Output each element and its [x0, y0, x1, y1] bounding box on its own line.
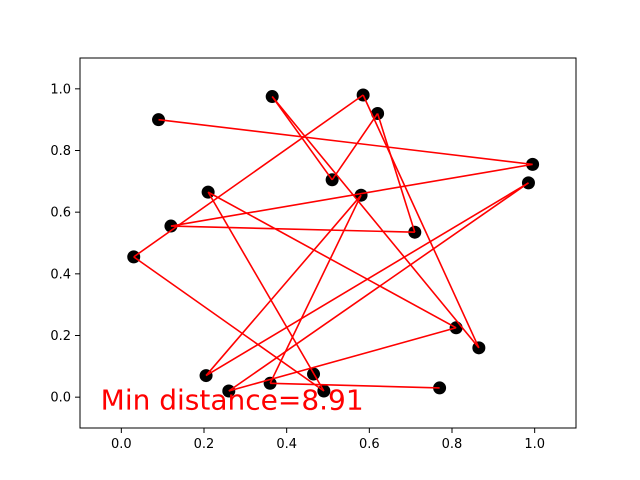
- y-tick-label: 0.8: [50, 144, 71, 159]
- route-segment: [158, 118, 533, 166]
- route-segment: [207, 191, 457, 329]
- route-segment: [205, 194, 362, 377]
- x-tick-label: 0.8: [442, 437, 463, 452]
- axes-frame: [79, 57, 577, 429]
- route-segment: [269, 194, 362, 384]
- y-tick-label: 0.6: [50, 206, 71, 221]
- route-segment: [170, 225, 415, 234]
- route-segment: [133, 256, 325, 392]
- plot-area: 0.0 0.2 0.4 0.6 0.8 1.0 0.0 0.2 0.4 0.6 0.8 1.0 Min …: [50, 57, 577, 452]
- route-segment: [133, 94, 364, 258]
- min-distance-annotation: Min distance=8.91: [101, 384, 364, 417]
- route-segment: [228, 327, 457, 392]
- x-tick-label: 0.2: [194, 437, 215, 452]
- x-tick-label: 0.6: [359, 437, 380, 452]
- y-tick-label: 0.2: [50, 329, 71, 344]
- route-segment: [170, 163, 533, 227]
- route-segment: [228, 182, 529, 392]
- route-segment: [362, 94, 480, 349]
- x-tick-label: 0.0: [111, 437, 132, 452]
- y-tick-label: 0.0: [50, 391, 71, 406]
- route-segment: [270, 382, 440, 389]
- y-tick-label: 1.0: [50, 82, 71, 97]
- x-tick-label: 0.4: [276, 437, 297, 452]
- x-tick-label: 1.0: [524, 437, 545, 452]
- route-segment: [331, 113, 379, 181]
- y-tick-label: 0.4: [50, 267, 71, 282]
- route-segment: [205, 182, 529, 377]
- route-segment: [271, 96, 480, 349]
- route-segment: [207, 191, 325, 392]
- route-segment: [376, 113, 416, 233]
